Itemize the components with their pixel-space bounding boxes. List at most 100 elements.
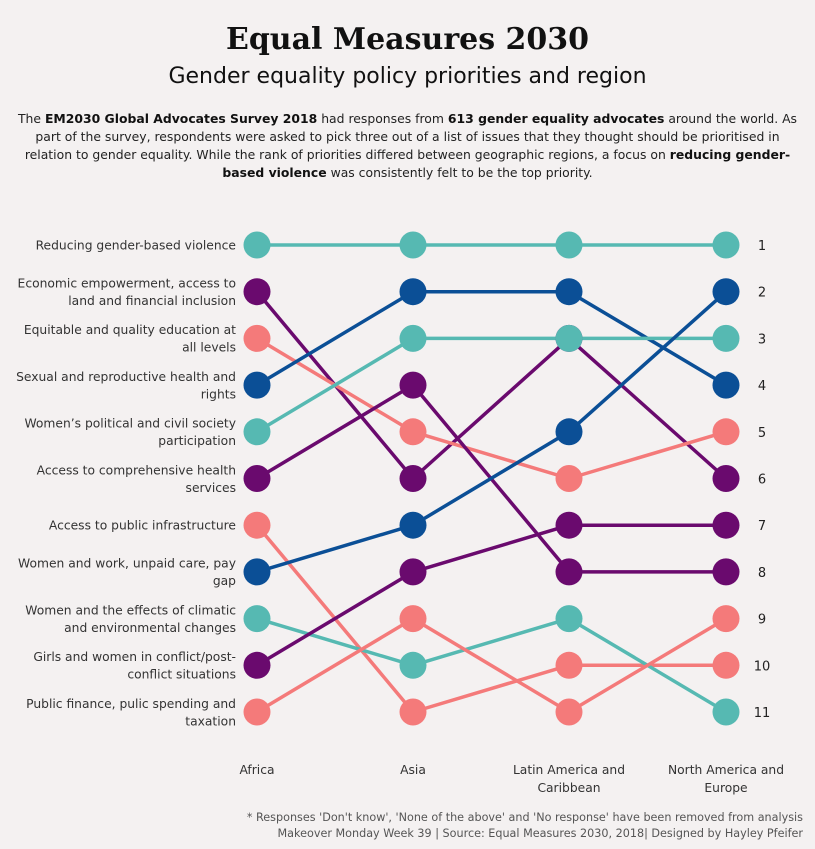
region-label-line: Latin America and: [513, 763, 625, 777]
rank-label-9: 9: [758, 613, 766, 628]
intro-text-2: had responses from: [317, 111, 448, 126]
intro-bold-violence: reducing gender-based violence: [222, 147, 791, 180]
row-label-access-to-comprehensive-health-services: Access to comprehensive health services: [37, 463, 236, 495]
rank-label-5: 5: [758, 426, 766, 441]
series-lines: [255, 243, 728, 714]
row-label-line: Equitable and quality education at: [24, 323, 236, 337]
point-access-to-comprehensive-health-services-asia: [399, 371, 427, 399]
point-women-and-work-unpaid-care-pay-gap-north-america-and-europe: [712, 278, 740, 306]
point-access-to-comprehensive-health-services-north-america-and-europe: [712, 558, 740, 586]
row-label-line: gap: [213, 574, 236, 588]
footnote-note: * Responses 'Don't know', 'None of the a…: [246, 811, 803, 824]
row-label-line: Economic empowerment, access to: [18, 276, 236, 290]
point-access-to-public-infrastructure-north-america-and-europe: [712, 651, 740, 679]
point-access-to-comprehensive-health-services-africa: [243, 465, 271, 492]
region-label-line: Europe: [704, 781, 747, 795]
row-label-women-and-work-unpaid-care-pay-gap: Women and work, unpaid care, pay gap: [18, 557, 236, 589]
rank-label-10: 10: [754, 659, 771, 674]
rank-label-4: 4: [758, 379, 766, 394]
intro-text: The EM2030 Global Advocates Survey 2018 …: [14, 110, 801, 182]
point-access-to-public-infrastructure-asia: [399, 698, 427, 726]
region-label-line: North America and: [668, 763, 784, 777]
point-women-and-the-effects-of-climatic-and-environmental-changes-latin-america-and-caribbean: [555, 605, 583, 633]
point-women-and-the-effects-of-climatic-and-environmental-changes-africa: [243, 605, 271, 633]
point-access-to-public-infrastructure-africa: [243, 511, 271, 539]
point-women-and-the-effects-of-climatic-and-environmental-changes-north-america-and-europe: [712, 698, 740, 726]
region-label-line: Caribbean: [537, 781, 600, 795]
point-girls-and-women-in-conflict-post-conflict-situations-africa: [243, 651, 271, 679]
row-label-line: and environmental changes: [64, 621, 236, 635]
point-public-finance-pulic-spending-and-taxation-africa: [243, 698, 271, 726]
point-public-finance-pulic-spending-and-taxation-north-america-and-europe: [712, 605, 740, 633]
rank-label-7: 7: [758, 519, 766, 534]
point-reducing-gender-based-violence-africa: [243, 231, 271, 259]
row-label-line: Access to comprehensive health: [37, 463, 236, 477]
point-women-and-the-effects-of-climatic-and-environmental-changes-asia: [399, 651, 427, 679]
point-women-and-work-unpaid-care-pay-gap-asia: [399, 511, 427, 539]
rank-label-8: 8: [758, 566, 766, 581]
row-label-line: participation: [158, 434, 236, 448]
row-label-line: Reducing gender-based violence: [36, 239, 236, 253]
point-girls-and-women-in-conflict-post-conflict-situations-north-america-and-europe: [712, 511, 740, 539]
region-label-latin-america-and-caribbean: Latin America and Caribbean: [513, 763, 625, 795]
row-label-line: Access to public infrastructure: [49, 519, 236, 533]
rank-label-2: 2: [758, 286, 766, 301]
series-line-women-and-work-unpaid-care-pay-gap: [255, 289, 728, 574]
row-label-line: all levels: [182, 341, 236, 355]
row-label-line: Sexual and reproductive health and: [16, 370, 236, 384]
point-access-to-comprehensive-health-services-latin-america-and-caribbean: [555, 558, 583, 586]
point-equitable-and-quality-education-at-all-levels-north-america-and-europe: [712, 418, 740, 446]
point-access-to-public-infrastructure-latin-america-and-caribbean: [555, 651, 583, 679]
point-equitable-and-quality-education-at-all-levels-asia: [399, 418, 427, 446]
row-label-line: taxation: [185, 714, 236, 728]
region-label-line: Africa: [239, 763, 274, 777]
intro-text-3: around the world. As part of the survey,…: [24, 111, 798, 162]
row-label-line: Women’s political and civil society: [24, 417, 236, 431]
series-line-economic-empowerment-access-to-land-and-financial-inclusion: [255, 289, 728, 481]
intro-bold-survey: EM2030 Global Advocates Survey 2018: [44, 111, 318, 126]
point-sexual-and-reproductive-health-and-rights-asia: [399, 278, 427, 306]
point-women-and-work-unpaid-care-pay-gap-africa: [243, 558, 271, 586]
point-girls-and-women-in-conflict-post-conflict-situations-latin-america-and-caribbean: [555, 511, 583, 539]
point-women-s-political-and-civil-society-participation-north-america-and-europe: [712, 324, 740, 352]
row-label-line: land and financial inclusion: [68, 294, 236, 308]
rank-label-1: 1: [758, 239, 766, 254]
chart-subtitle: Gender equality policy priorities and re…: [168, 64, 647, 89]
row-label-girls-and-women-in-conflict-post-conflict-situations: Girls and women in conflict/post-conflic…: [33, 650, 236, 682]
point-economic-empowerment-access-to-land-and-financial-inclusion-africa: [243, 278, 271, 306]
series-line-girls-and-women-in-conflict-post-conflict-situations: [255, 523, 728, 668]
row-label-access-to-public-infrastructure: Access to public infrastructure: [49, 519, 236, 533]
intro-text-4: was consistently felt to be the top prio…: [326, 165, 593, 180]
point-public-finance-pulic-spending-and-taxation-latin-america-and-caribbean: [555, 698, 583, 726]
row-label-sexual-and-reproductive-health-and-rights: Sexual and reproductive health and rights: [16, 370, 236, 402]
point-equitable-and-quality-education-at-all-levels-latin-america-and-caribbean: [555, 465, 583, 492]
point-reducing-gender-based-violence-north-america-and-europe: [712, 231, 740, 259]
row-label-line: Public finance, pulic spending and: [26, 697, 236, 711]
row-label-line: Women and work, unpaid care, pay: [18, 557, 236, 571]
point-economic-empowerment-access-to-land-and-financial-inclusion-north-america-and-europe: [712, 465, 740, 492]
point-women-s-political-and-civil-society-participation-asia: [399, 324, 427, 352]
row-label-women-and-the-effects-of-climatic-and-environmental-changes: Women and the effects of climatic and env…: [25, 603, 236, 635]
region-label-north-america-and-europe: North America and Europe: [668, 763, 784, 795]
row-label-line: Girls and women in conflict/post-: [33, 650, 236, 664]
point-public-finance-pulic-spending-and-taxation-asia: [399, 605, 427, 633]
row-label-public-finance-pulic-spending-and-taxation: Public finance, pulic spending and taxati…: [26, 697, 236, 729]
region-label-asia: Asia: [400, 763, 426, 777]
region-label-line: Asia: [400, 763, 426, 777]
point-equitable-and-quality-education-at-all-levels-africa: [243, 324, 271, 352]
row-label-equitable-and-quality-education-at-all-levels: Equitable and quality education at all le…: [24, 323, 236, 355]
point-reducing-gender-based-violence-latin-america-and-caribbean: [555, 231, 583, 259]
bump-chart: Reducing gender-based violence Economic e…: [16, 231, 784, 795]
point-sexual-and-reproductive-health-and-rights-africa: [243, 371, 271, 399]
series-line-women-s-political-and-civil-society-participation: [255, 336, 728, 434]
row-label-line: Women and the effects of climatic: [25, 603, 236, 617]
rank-label-6: 6: [758, 473, 766, 488]
intro-bold-advocates: 613 gender equality advocates: [447, 111, 665, 126]
point-women-s-political-and-civil-society-participation-latin-america-and-caribbean: [555, 324, 583, 352]
point-sexual-and-reproductive-health-and-rights-north-america-and-europe: [712, 371, 740, 399]
series-line-public-finance-pulic-spending-and-taxation: [255, 616, 728, 714]
row-label-line: rights: [201, 387, 236, 401]
rank-label-11: 11: [754, 706, 771, 721]
region-label-africa: Africa: [239, 763, 274, 777]
point-economic-empowerment-access-to-land-and-financial-inclusion-asia: [399, 465, 427, 492]
